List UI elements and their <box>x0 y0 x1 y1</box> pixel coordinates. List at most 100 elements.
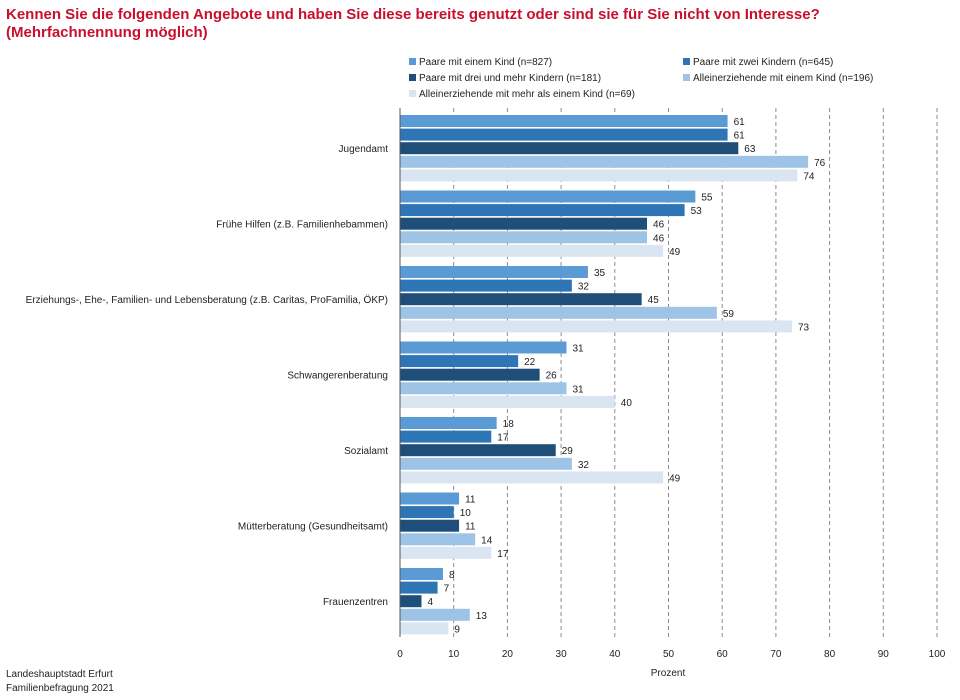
value-label-5-series-3: 29 <box>562 446 574 457</box>
bar-2-series-1 <box>400 190 696 203</box>
value-label-2-series-2: 53 <box>691 206 703 217</box>
bar-4-series-2 <box>400 355 519 368</box>
value-label-6-series-4: 14 <box>481 535 493 546</box>
bar-3-series-5 <box>400 320 793 333</box>
bar-5-series-4 <box>400 457 572 470</box>
value-label-6-series-1: 11 <box>465 495 476 506</box>
source-line-1: Landeshauptstadt Erfurt <box>6 669 113 680</box>
bar-3-series-1 <box>400 266 588 278</box>
value-label-3-series-1: 35 <box>594 268 606 279</box>
x-tick-label-30: 30 <box>556 649 568 660</box>
bar-7-series-1 <box>400 568 443 580</box>
bar-3-series-4 <box>400 306 717 319</box>
bar-7-series-4 <box>400 608 470 621</box>
legend-label-2: Paare mit zwei Kindern (n=645) <box>693 57 833 68</box>
value-label-1-series-4: 76 <box>814 158 826 169</box>
source-line-2: Familienbefragung 2021 <box>6 683 114 694</box>
value-label-2-series-4: 46 <box>653 233 665 244</box>
value-label-3-series-2: 32 <box>578 282 590 293</box>
bar-1-series-3 <box>400 142 739 155</box>
category-label-2: Frühe Hilfen (z.B. Familienhebammen) <box>216 220 388 231</box>
x-tick-label-60: 60 <box>717 649 729 660</box>
bar-2-series-5 <box>400 244 664 257</box>
value-label-4-series-4: 31 <box>572 384 584 395</box>
category-label-7: Frauenzentren <box>323 597 388 608</box>
value-label-5-series-2: 17 <box>497 433 509 444</box>
value-label-7-series-1: 8 <box>449 570 455 581</box>
bar-4-series-5 <box>400 395 615 408</box>
value-label-7-series-5: 9 <box>454 624 460 635</box>
value-label-4-series-1: 31 <box>572 344 584 355</box>
category-label-6: Mütterberatung (Gesundheitsamt) <box>238 522 388 533</box>
bar-7-series-3 <box>400 595 422 608</box>
value-label-6-series-2: 10 <box>460 508 472 519</box>
legend-swatch-5 <box>409 90 416 97</box>
legend-label-4: Alleinerziehende mit einem Kind (n=196) <box>693 73 873 84</box>
bar-3-series-3 <box>400 293 642 306</box>
value-label-2-series-5: 49 <box>669 247 681 258</box>
value-label-2-series-1: 55 <box>701 193 713 204</box>
legend-label-5: Alleinerziehende mit mehr als einem Kind… <box>419 89 635 100</box>
category-label-3: Erziehungs-, Ehe-, Familien- und Lebensb… <box>26 294 388 306</box>
category-label-4: Schwangerenberatung <box>287 371 388 382</box>
legend-label-3: Paare mit drei und mehr Kindern (n=181) <box>419 73 601 84</box>
bar-6-series-3 <box>400 519 460 532</box>
bar-2-series-3 <box>400 217 648 230</box>
x-tick-label-90: 90 <box>878 649 890 660</box>
value-label-4-series-5: 40 <box>621 398 633 409</box>
value-label-4-series-2: 22 <box>524 357 536 368</box>
value-label-5-series-5: 49 <box>669 473 681 484</box>
bar-1-series-2 <box>400 128 728 141</box>
value-label-1-series-1: 61 <box>734 117 746 128</box>
x-tick-label-70: 70 <box>770 649 782 660</box>
value-label-3-series-5: 73 <box>798 322 810 333</box>
value-label-3-series-3: 45 <box>648 295 660 306</box>
x-tick-label-0: 0 <box>397 649 403 660</box>
bar-3-series-2 <box>400 279 572 292</box>
value-label-7-series-2: 7 <box>444 584 450 595</box>
value-label-6-series-3: 11 <box>465 522 476 533</box>
category-label-5: Sozialamt <box>344 446 388 457</box>
bar-5-series-2 <box>400 430 492 443</box>
x-tick-label-80: 80 <box>824 649 836 660</box>
x-tick-label-50: 50 <box>663 649 675 660</box>
bar-5-series-3 <box>400 444 556 457</box>
value-label-1-series-2: 61 <box>734 131 746 142</box>
value-label-6-series-5: 17 <box>497 549 509 560</box>
legend-swatch-3 <box>409 74 416 81</box>
legend-swatch-2 <box>683 58 690 65</box>
bar-6-series-4 <box>400 533 476 546</box>
x-tick-label-10: 10 <box>448 649 460 660</box>
value-label-4-series-3: 26 <box>546 371 558 382</box>
bar-7-series-2 <box>400 581 438 594</box>
bar-6-series-5 <box>400 546 492 559</box>
x-tick-label-40: 40 <box>609 649 621 660</box>
bar-7-series-5 <box>400 622 449 635</box>
bar-1-series-1 <box>400 115 728 127</box>
value-label-1-series-3: 63 <box>744 144 756 155</box>
bar-4-series-1 <box>400 341 567 354</box>
bar-2-series-4 <box>400 231 648 244</box>
value-label-3-series-4: 59 <box>723 309 735 320</box>
value-label-7-series-4: 13 <box>476 611 488 622</box>
chart-title-line-2: (Mehrfachnennung möglich) <box>6 24 208 41</box>
bar-4-series-3 <box>400 368 540 381</box>
legend-swatch-1 <box>409 58 416 65</box>
bar-6-series-2 <box>400 506 454 519</box>
chart-title-line-1: Kennen Sie die folgenden Angebote und ha… <box>6 6 820 23</box>
value-label-7-series-3: 4 <box>427 597 433 608</box>
bar-4-series-4 <box>400 382 567 395</box>
bar-5-series-5 <box>400 471 664 484</box>
legend-label-1: Paare mit einem Kind (n=827) <box>419 57 552 68</box>
value-label-1-series-5: 74 <box>803 171 815 182</box>
source-footer: Landeshauptstadt Erfurt Familienbefragun… <box>6 668 114 696</box>
category-label-1: Jugendamt <box>339 144 389 155</box>
bar-1-series-5 <box>400 169 798 182</box>
bar-2-series-2 <box>400 204 685 217</box>
bar-1-series-4 <box>400 155 809 168</box>
chart-title: Kennen Sie die folgenden Angebote und ha… <box>6 6 946 42</box>
x-tick-label-100: 100 <box>929 649 946 660</box>
bar-6-series-1 <box>400 492 460 505</box>
value-label-5-series-4: 32 <box>578 460 590 471</box>
